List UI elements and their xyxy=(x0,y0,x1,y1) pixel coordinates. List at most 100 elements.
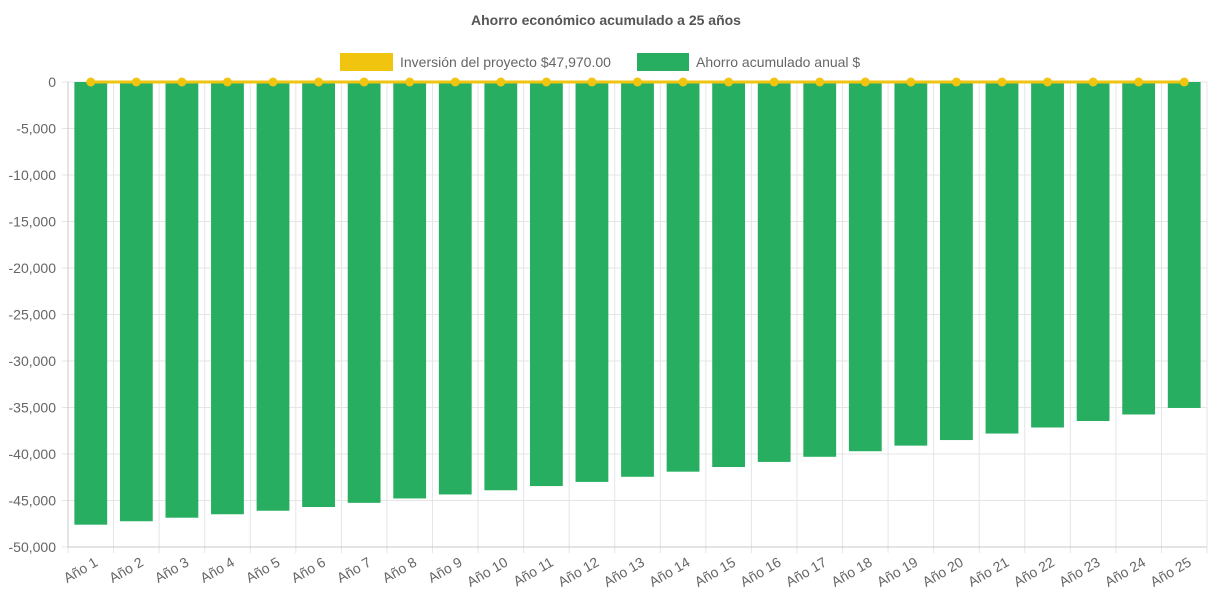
y-tick-label: -15,000 xyxy=(9,214,57,230)
x-tick-label: Año 4 xyxy=(197,554,237,586)
legend-swatch-savings xyxy=(637,53,689,71)
x-tick-label: Año 12 xyxy=(555,554,602,590)
bars-layer xyxy=(74,82,1201,525)
bar-savings[interactable] xyxy=(1122,82,1156,415)
point-investment[interactable] xyxy=(359,77,369,87)
bar-savings[interactable] xyxy=(575,82,609,482)
x-tick-label: Año 17 xyxy=(783,554,830,590)
x-tick-label: Año 9 xyxy=(425,554,465,586)
y-tick-label: -25,000 xyxy=(9,307,57,323)
y-tick-label: 0 xyxy=(48,74,56,90)
point-investment[interactable] xyxy=(1179,77,1189,87)
x-tick-label: Año 18 xyxy=(828,554,875,590)
point-investment[interactable] xyxy=(314,77,324,87)
point-investment[interactable] xyxy=(131,77,141,87)
line-layer xyxy=(86,77,1189,87)
x-tick-label: Año 24 xyxy=(1102,554,1149,590)
x-tick-label: Año 23 xyxy=(1056,554,1103,590)
bar-savings[interactable] xyxy=(1031,82,1064,428)
legend-label-investment: Inversión del proyecto $47,970.00 xyxy=(400,54,611,70)
y-tick-label: -35,000 xyxy=(9,400,57,416)
bar-savings[interactable] xyxy=(393,82,427,499)
bar-savings[interactable] xyxy=(803,82,837,457)
bar-savings[interactable] xyxy=(940,82,973,441)
y-tick-label: -50,000 xyxy=(9,539,57,555)
point-investment[interactable] xyxy=(951,77,961,87)
bar-savings[interactable] xyxy=(1167,82,1201,408)
bar-savings[interactable] xyxy=(484,82,518,491)
x-tick-label: Año 8 xyxy=(380,554,420,586)
bar-savings[interactable] xyxy=(712,82,746,468)
chart-title: Ahorro económico acumulado a 25 años xyxy=(471,12,741,28)
bar-savings[interactable] xyxy=(894,82,928,446)
bar-savings[interactable] xyxy=(757,82,791,462)
x-tick-label: Año 20 xyxy=(919,554,966,590)
x-tick-label: Año 7 xyxy=(334,554,374,586)
legend: Inversión del proyecto $47,970.00 Ahorro… xyxy=(340,53,860,71)
x-tick-label: Año 2 xyxy=(106,554,146,586)
legend-item-savings[interactable]: Ahorro acumulado anual $ xyxy=(637,53,860,71)
x-tick-label: Año 13 xyxy=(601,554,648,590)
bar-savings[interactable] xyxy=(1076,82,1110,421)
point-investment[interactable] xyxy=(1043,77,1053,87)
bar-savings[interactable] xyxy=(119,82,153,522)
point-investment[interactable] xyxy=(997,77,1007,87)
point-investment[interactable] xyxy=(587,77,597,87)
y-tick-label: -20,000 xyxy=(9,260,57,276)
x-axis: Año 1 Año 2 Año 3 Año 4 Año 5 Año 6 Año 7 Año 8… xyxy=(61,546,1207,590)
legend-item-investment[interactable]: Inversión del proyecto $47,970.00 xyxy=(340,53,611,71)
point-investment[interactable] xyxy=(268,77,278,87)
legend-swatch-investment xyxy=(340,53,393,71)
point-investment[interactable] xyxy=(633,77,642,87)
y-tick-label: -5,000 xyxy=(16,121,56,137)
point-investment[interactable] xyxy=(450,77,460,87)
bar-savings[interactable] xyxy=(666,82,700,472)
bar-savings[interactable] xyxy=(848,82,882,452)
x-tick-label: Año 22 xyxy=(1011,554,1058,590)
bar-savings[interactable] xyxy=(347,82,381,503)
point-investment[interactable] xyxy=(86,77,96,87)
bar-savings[interactable] xyxy=(302,82,335,508)
point-investment[interactable] xyxy=(1088,77,1098,87)
x-tick-label: Año 6 xyxy=(288,554,328,586)
x-tick-label: Año 10 xyxy=(464,554,511,590)
y-tick-label: -40,000 xyxy=(9,446,57,462)
x-tick-label: Año 16 xyxy=(737,554,784,590)
bar-savings[interactable] xyxy=(211,82,244,515)
point-investment[interactable] xyxy=(496,77,506,87)
x-tick-label: Año 1 xyxy=(61,554,101,586)
point-investment[interactable] xyxy=(541,77,551,87)
point-investment[interactable] xyxy=(906,77,916,87)
point-investment[interactable] xyxy=(177,77,187,87)
x-tick-label: Año 3 xyxy=(152,554,192,586)
point-investment[interactable] xyxy=(815,77,825,87)
bar-savings[interactable] xyxy=(256,82,290,511)
x-tick-label: Año 19 xyxy=(874,554,921,590)
bar-savings[interactable] xyxy=(985,82,1019,434)
bar-savings[interactable] xyxy=(74,82,108,525)
legend-label-savings: Ahorro acumulado anual $ xyxy=(696,54,860,70)
x-tick-label: Año 21 xyxy=(965,554,1012,590)
point-investment[interactable] xyxy=(860,77,870,87)
y-tick-label: -10,000 xyxy=(9,167,57,183)
bar-savings[interactable] xyxy=(165,82,199,518)
point-investment[interactable] xyxy=(1134,77,1144,87)
y-axis: 0 -5,000 -10,000 -15,000 -20,000 -25,000 -30,0… xyxy=(9,74,69,555)
y-tick-label: -45,000 xyxy=(9,493,57,509)
x-tick-label: Año 14 xyxy=(646,554,693,590)
bar-savings[interactable] xyxy=(621,82,654,477)
bar-savings[interactable] xyxy=(438,82,472,495)
x-tick-label: Año 25 xyxy=(1147,554,1194,590)
x-tick-label: Año 11 xyxy=(510,554,556,590)
point-investment[interactable] xyxy=(405,77,415,87)
point-investment[interactable] xyxy=(724,77,734,87)
y-tick-label: -30,000 xyxy=(9,353,57,369)
point-investment[interactable] xyxy=(222,77,232,87)
point-investment[interactable] xyxy=(769,77,779,87)
x-tick-label: Año 15 xyxy=(692,554,739,590)
x-tick-label: Año 5 xyxy=(243,554,283,586)
bar-savings[interactable] xyxy=(529,82,563,487)
point-investment[interactable] xyxy=(678,77,688,87)
